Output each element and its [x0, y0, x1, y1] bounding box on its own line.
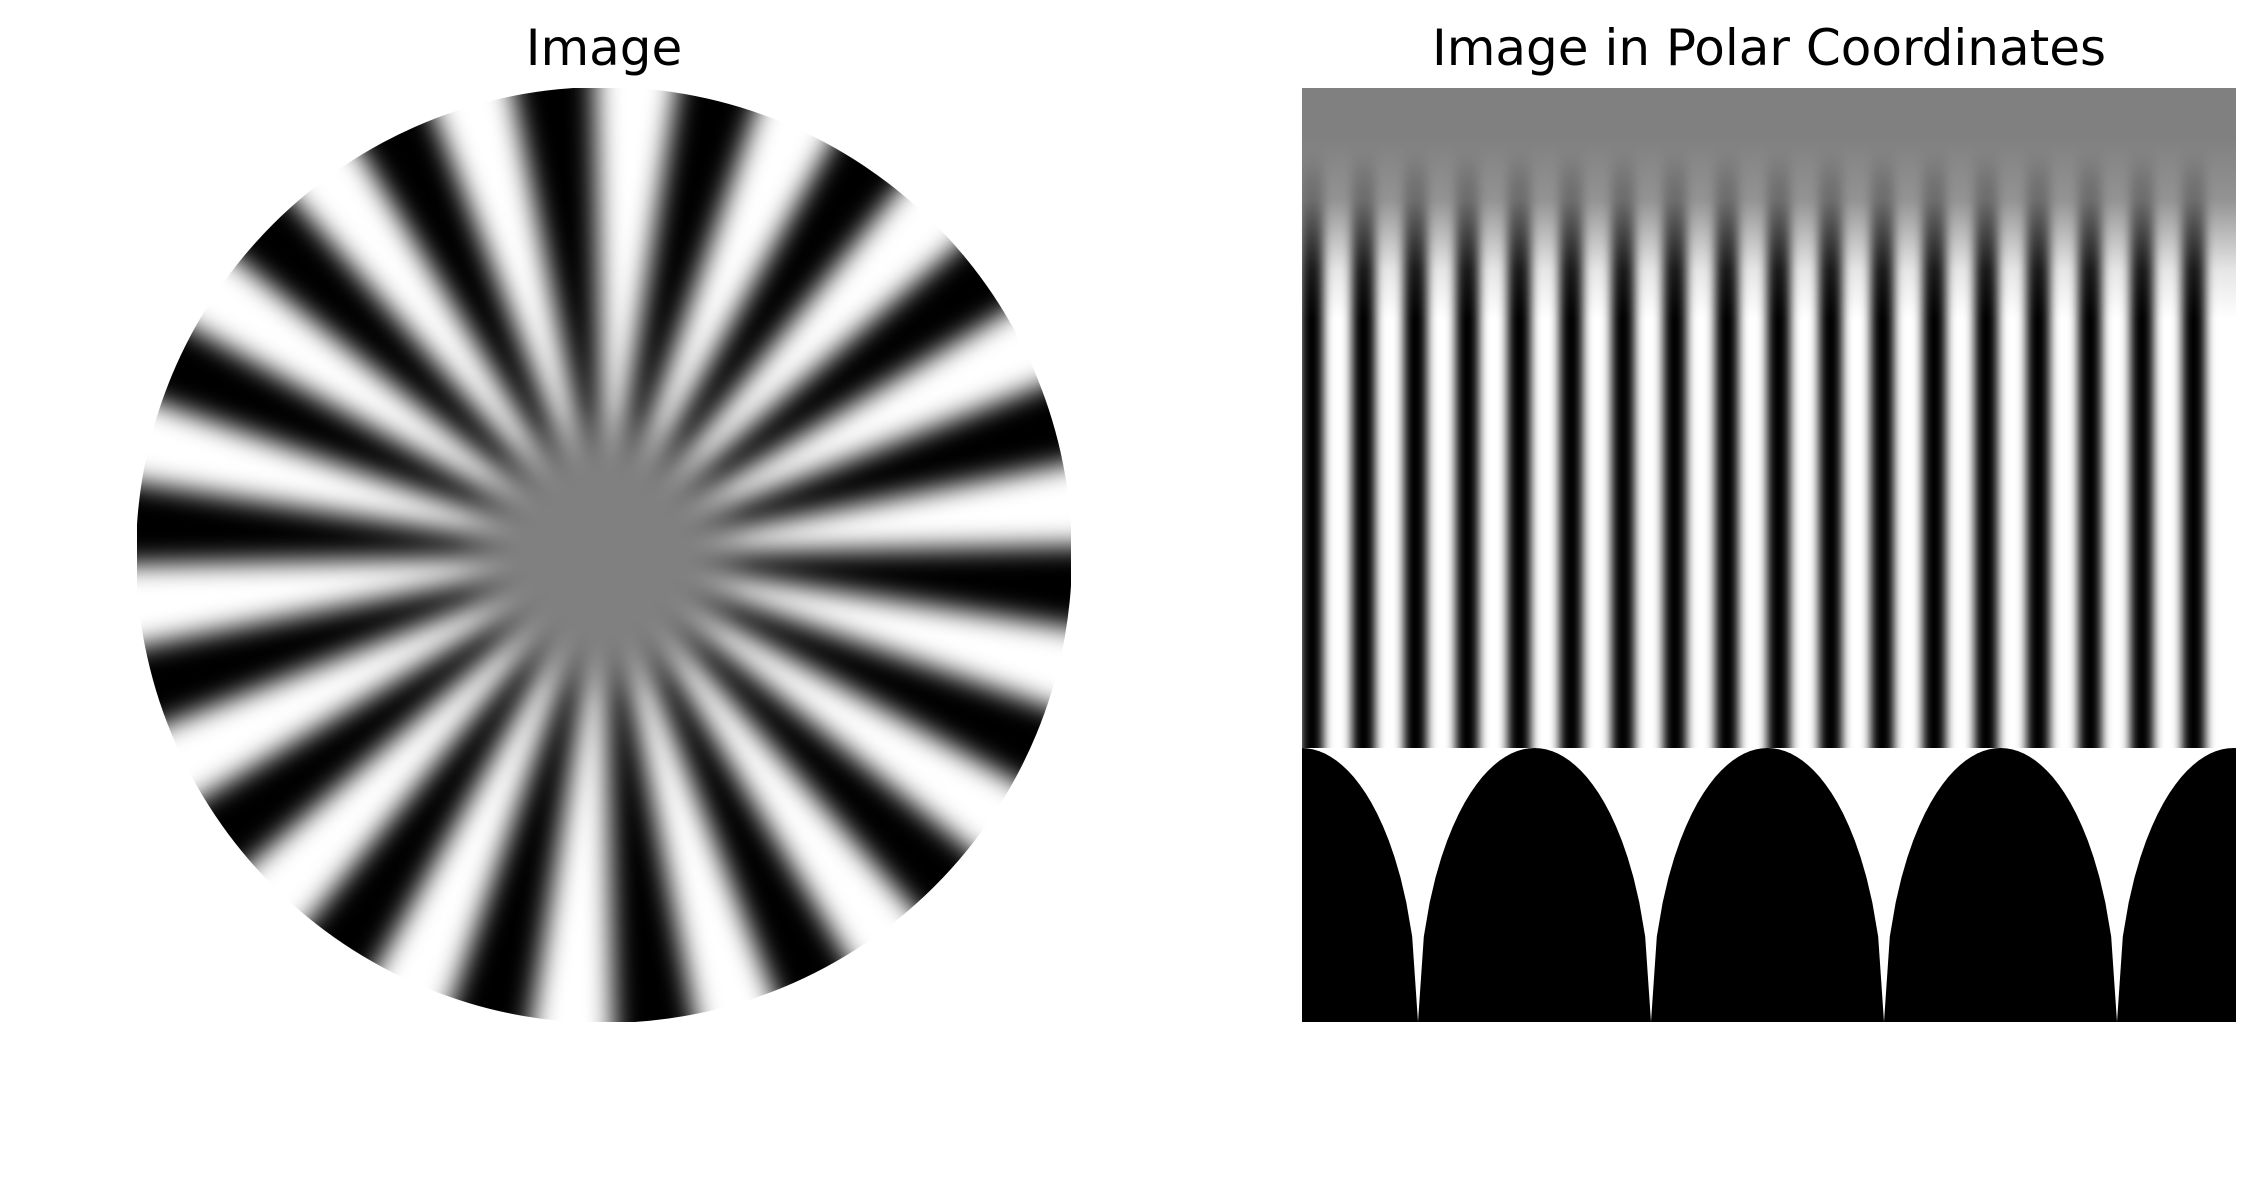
polar-coordinates-image — [1302, 88, 2236, 1022]
star-spoke — [604, 555, 967, 1022]
polar-arch — [1418, 748, 1651, 1022]
polar-arch — [1884, 748, 2117, 1022]
polar-arch — [2117, 748, 2236, 1022]
star-spoke — [604, 555, 1071, 893]
star-spoke — [137, 217, 604, 555]
star-spoke — [377, 555, 604, 1022]
star-spoke — [604, 555, 740, 1022]
star-spoke — [241, 88, 604, 555]
star-spoke — [137, 555, 604, 808]
star-spoke — [137, 447, 604, 569]
star-spoke — [468, 88, 604, 555]
star-spoke — [604, 88, 831, 555]
star-spoke — [604, 302, 1071, 555]
right-panel-title: Image in Polar Coordinates — [1431, 19, 2107, 77]
polar-arch — [1302, 748, 1418, 1022]
siemens-star-image — [137, 88, 1071, 1022]
polar-arch — [1651, 748, 1884, 1022]
left-panel-title: Image — [525, 19, 683, 77]
star-spoke — [604, 541, 1071, 663]
